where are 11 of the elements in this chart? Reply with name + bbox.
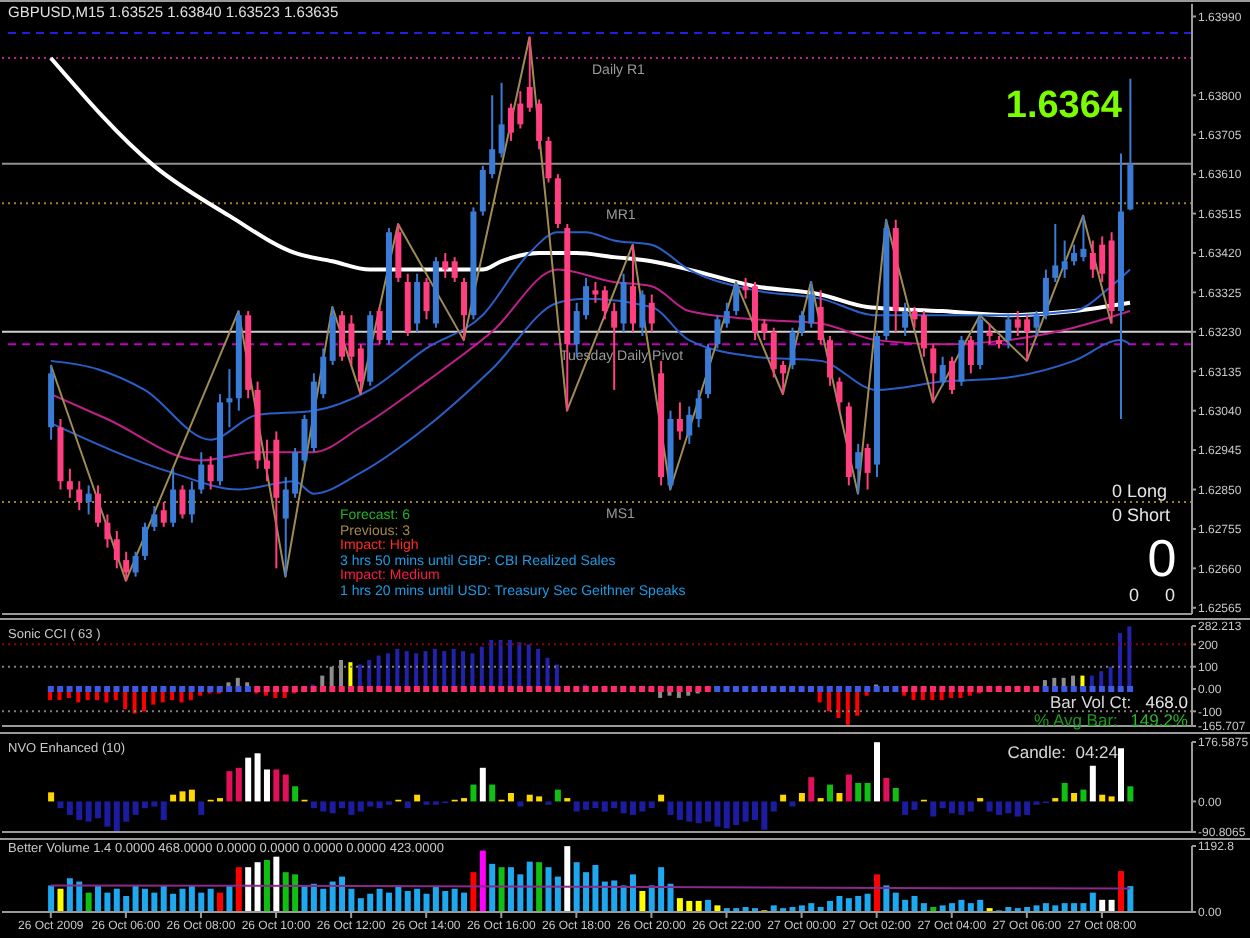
annotation: 468.0 [1145, 691, 1188, 712]
annotation: 0 Long [1112, 481, 1168, 501]
annotation: Candle: 04:24 [1007, 741, 1118, 762]
annotation: 0 Short [1112, 505, 1171, 525]
annotation: 0 [1147, 528, 1177, 588]
annotation: Bar Vol Ct: [1050, 691, 1132, 712]
annotation: 0 [1128, 585, 1140, 605]
annotation: 149.2% [1130, 709, 1188, 730]
annotation: 0 [1164, 585, 1176, 605]
annotation: 1.6364 [1005, 85, 1122, 127]
annotation: % Avg Bar: [1034, 709, 1118, 730]
